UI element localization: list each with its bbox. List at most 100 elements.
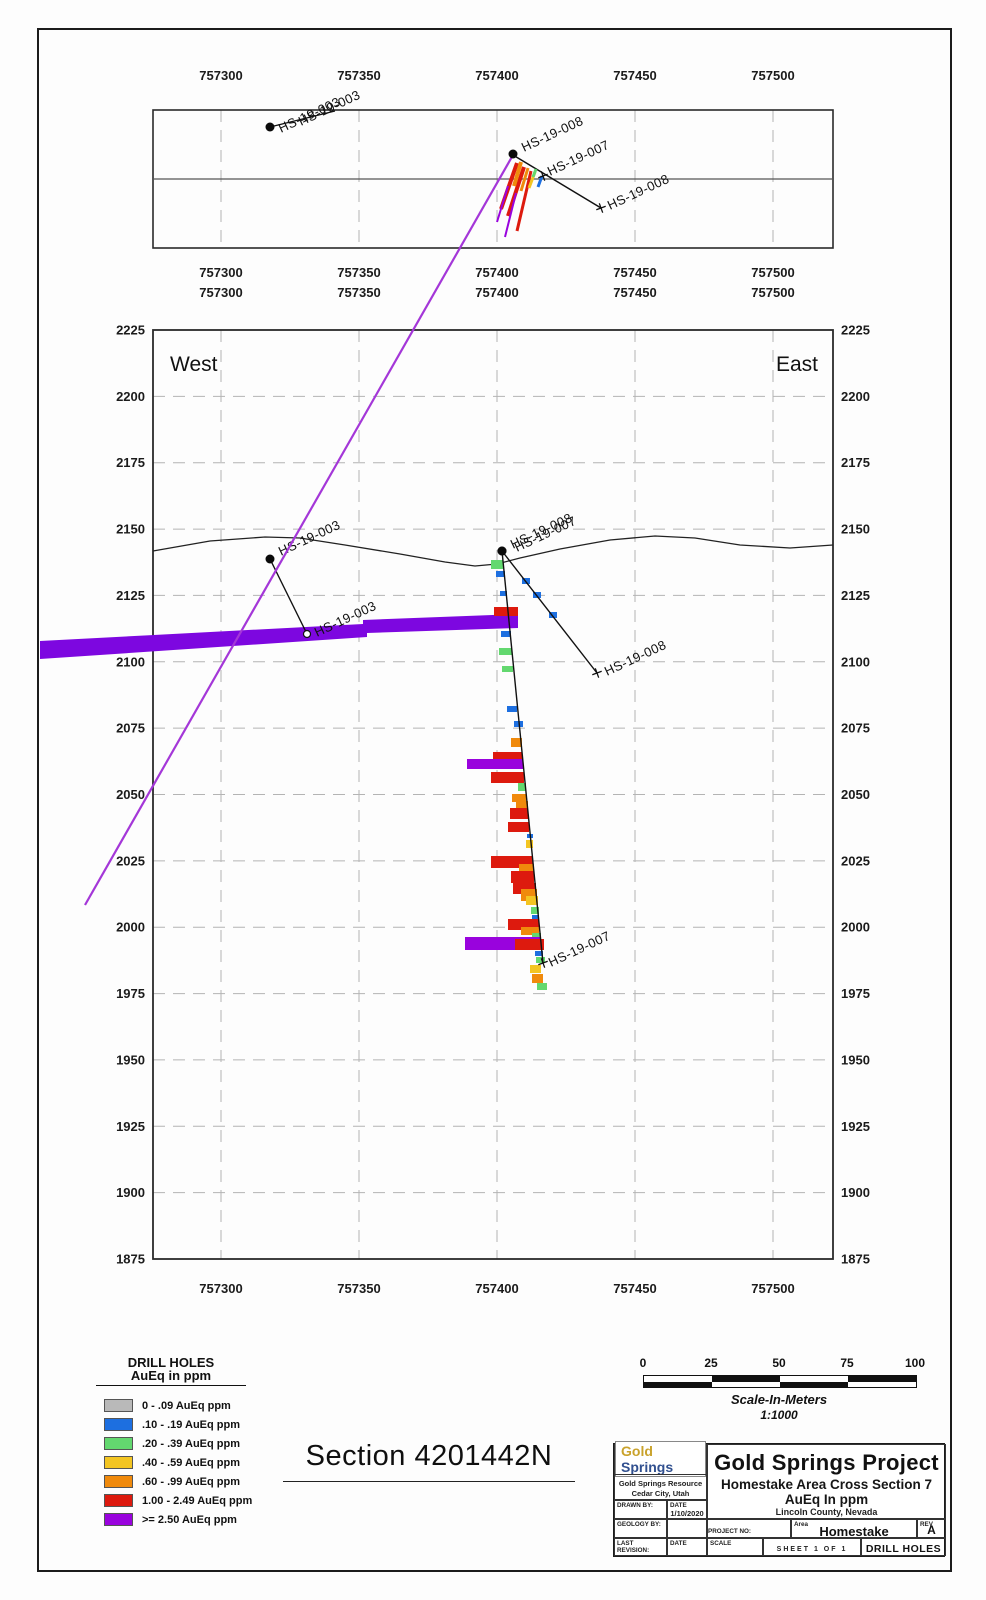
elevation-label-left: 2225 <box>116 323 145 338</box>
elevation-label-left: 1900 <box>116 1185 145 1200</box>
interval-bar <box>549 612 557 618</box>
eoh-cross <box>540 171 546 181</box>
elevation-label-right: 1950 <box>841 1052 870 1067</box>
project-subtitle: Homestake Area Cross Section 7 <box>720 1477 933 1492</box>
x-axis-label: 757350 <box>337 68 380 83</box>
plan-interval-stroke <box>515 170 533 232</box>
legend-item: .10 - .19 AuEq ppm <box>104 1415 286 1434</box>
project-title-cell: Gold Springs Project Homestake Area Cros… <box>707 1444 946 1519</box>
scale-bar-segment <box>644 1376 712 1382</box>
elevation-label-left: 2050 <box>116 787 145 802</box>
eoh-circle <box>302 629 312 639</box>
interval-bar <box>537 983 547 990</box>
plan-drillhole-label: HS-19-008 <box>605 171 672 213</box>
company-city: Cedar City, Utah <box>631 1489 690 1499</box>
last-revision-cell: LAST REVISION: <box>614 1538 667 1556</box>
scale-bar-caption: Scale-In-Meters <box>730 1392 828 1407</box>
x-axis-label: 757300 <box>199 285 242 300</box>
interval-bar <box>526 896 538 905</box>
legend: DRILL HOLES AuEq in ppm 0 - .09 AuEq ppm… <box>96 1356 286 1529</box>
scale-bar-graphic <box>643 1375 917 1388</box>
interval-bar <box>491 560 503 569</box>
plan-interval-stroke <box>506 166 526 217</box>
date-label: DATE <box>670 1502 687 1509</box>
interval-bar <box>508 822 529 832</box>
interval-bar <box>511 738 522 747</box>
elevation-label-right: 1875 <box>841 1252 870 1267</box>
x-axis-label: 757450 <box>613 285 656 300</box>
x-axis-label: 757450 <box>613 68 656 83</box>
legend-title: DRILL HOLES <box>127 1355 215 1370</box>
sheet-cell: SHEET 1 OF 1 <box>763 1538 861 1556</box>
interval-bar <box>510 808 528 819</box>
eoh-cross <box>540 958 546 968</box>
x-axis-label: 757400 <box>475 285 518 300</box>
title-block: Gold Springs Gold Springs Resource Cedar… <box>613 1441 946 1557</box>
date-value: 1/10/2020 <box>670 1509 704 1518</box>
elevation-label-left: 1950 <box>116 1052 145 1067</box>
scale-bar-segment <box>644 1381 712 1387</box>
legend-swatch <box>104 1399 133 1412</box>
legend-item-label: .20 - .39 AuEq ppm <box>142 1437 241 1450</box>
plan-collar-dot <box>508 149 518 159</box>
x-axis-label: 757400 <box>475 1281 518 1296</box>
plan-interval-stroke <box>536 175 544 188</box>
x-axis-label: 757350 <box>337 285 380 300</box>
area-cell: Area Homestake <box>791 1519 917 1539</box>
geology-date-cell <box>667 1519 707 1538</box>
x-axis-label: 757300 <box>199 68 242 83</box>
legend-rule <box>96 1385 246 1386</box>
project-no-cell: PROJECT NO: <box>707 1519 791 1538</box>
x-axis-label: 757500 <box>751 1281 794 1296</box>
elevation-label-left: 1975 <box>116 986 145 1001</box>
rev-label: REV <box>920 1521 933 1528</box>
x-axis-label: 757350 <box>337 1281 380 1296</box>
interval-bar <box>511 871 534 883</box>
interval-bar <box>500 591 507 596</box>
x-axis-label: 757300 <box>199 1281 242 1296</box>
section-title: Section 4201442N <box>283 1440 575 1482</box>
legend-swatch <box>104 1475 133 1488</box>
project-county: Lincoln County, Nevada <box>775 1507 878 1517</box>
interval-bar <box>518 783 526 791</box>
scale-bar-tick-label: 25 <box>704 1356 718 1370</box>
plan-interval-stroke <box>512 161 523 187</box>
interval-bar <box>516 801 528 808</box>
x-axis-label: 757300 <box>199 265 242 280</box>
rev-value: A <box>927 1523 936 1537</box>
legend-subtitle: AuEq in ppm <box>130 1368 212 1383</box>
project-units: AuEq In ppm <box>784 1492 869 1507</box>
x-axis-label: 757500 <box>751 68 794 83</box>
elevation-label-right: 1975 <box>841 986 870 1001</box>
legend-item: >= 2.50 AuEq ppm <box>104 1510 286 1529</box>
interval-bar <box>535 951 543 956</box>
east-label: East <box>776 353 818 376</box>
plan-interval-stroke <box>519 167 530 192</box>
interval-bar <box>499 648 512 655</box>
interval-bar <box>526 840 533 848</box>
vein-projection-line <box>84 154 514 906</box>
interval-bar <box>508 919 539 930</box>
eoh-cross <box>598 203 604 213</box>
legend-item: .40 - .59 AuEq ppm <box>104 1453 286 1472</box>
interval-bar <box>536 957 545 963</box>
interval-bar <box>530 965 541 973</box>
logo-springs-text: Springs <box>621 1459 674 1475</box>
elevation-label-right: 2225 <box>841 323 870 338</box>
x-axis-label: 757350 <box>337 265 380 280</box>
elevation-label-left: 2175 <box>116 455 145 470</box>
elevation-label-left: 2000 <box>116 920 145 935</box>
legend-item-label: 0 - .09 AuEq ppm <box>142 1399 231 1412</box>
elevation-label-right: 2000 <box>841 920 870 935</box>
doc-type-cell: DRILL HOLES <box>861 1538 946 1556</box>
plan-drillhole-label: HS-19-007 <box>545 137 612 179</box>
elevation-label-right: 2175 <box>841 455 870 470</box>
drillhole-label: HS-19-007 <box>546 928 613 970</box>
elevation-label-right: 2125 <box>841 588 870 603</box>
legend-item-label: .40 - .59 AuEq ppm <box>142 1456 241 1469</box>
area-label: Area <box>794 1521 809 1528</box>
elevation-label-right: 2200 <box>841 389 870 404</box>
collar-dot <box>497 546 507 556</box>
rev-cell: REV A <box>917 1519 946 1538</box>
